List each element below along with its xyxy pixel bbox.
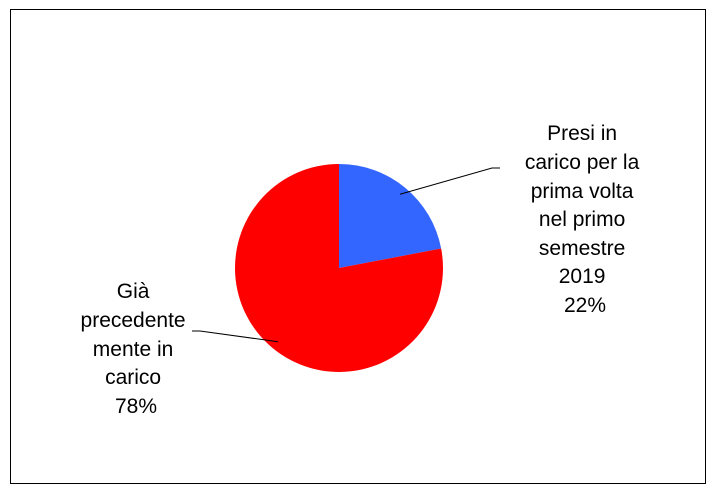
slice-label-line: mente in xyxy=(93,338,174,361)
slice-label-line: precedente xyxy=(81,309,186,332)
pie-slices xyxy=(235,164,443,372)
slice-label-line: prima volta xyxy=(531,180,634,203)
slice-percent-label: 78% xyxy=(115,395,157,418)
slice-label-line: Già xyxy=(117,280,150,303)
slice-percent-label: 22% xyxy=(564,294,606,317)
slice-label-line: nel primo xyxy=(539,208,625,231)
slice-label-line: 2019 xyxy=(559,265,606,288)
slice-label-line: carico xyxy=(105,366,161,389)
slice-label-line: semestre xyxy=(539,237,625,260)
slice-label-line: Presi in xyxy=(547,122,617,145)
slice-label-line: carico per la xyxy=(525,151,640,174)
